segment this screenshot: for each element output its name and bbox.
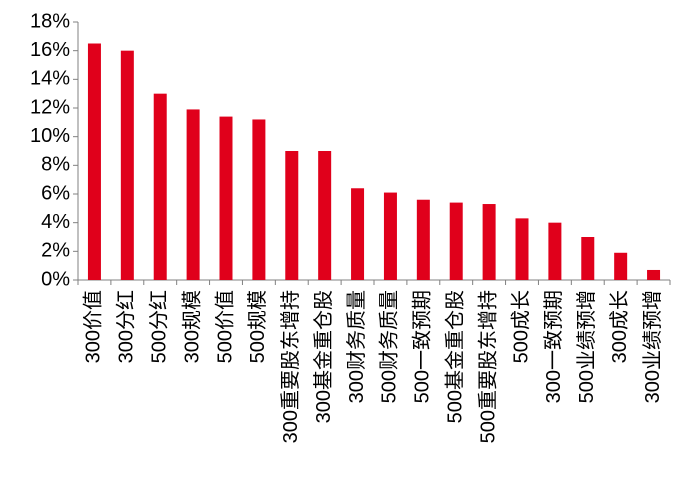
x-tick-label: 300财务质量 <box>345 290 368 403</box>
x-tick-label: 300一致预期 <box>542 290 565 403</box>
bar <box>87 43 101 280</box>
x-tick-label: 500规模 <box>246 290 269 363</box>
y-tick-label: 4% <box>41 211 70 233</box>
y-tick-label: 8% <box>41 154 70 176</box>
x-tick-label: 500价值 <box>213 290 236 363</box>
bar <box>318 151 332 280</box>
bar <box>252 119 266 280</box>
y-tick-label: 18% <box>30 10 70 32</box>
bar <box>614 252 628 280</box>
bar <box>383 192 397 280</box>
bar <box>449 202 463 280</box>
x-tick-label: 500分红 <box>148 290 171 363</box>
y-tick-label: 12% <box>30 96 70 118</box>
bar <box>120 50 134 280</box>
bar <box>285 151 299 280</box>
x-tick-label: 300价值 <box>82 290 105 363</box>
x-tick-label: 500成长 <box>509 290 532 363</box>
x-tick-label: 300重要股东增持 <box>279 290 302 443</box>
y-tick-label: 10% <box>30 125 70 147</box>
x-tick-label: 300分红 <box>115 290 138 363</box>
bar <box>647 269 661 280</box>
bar <box>219 116 233 280</box>
y-tick-label: 16% <box>30 39 70 61</box>
bar <box>515 218 529 280</box>
x-tick-label: 500一致预期 <box>411 290 434 403</box>
bar <box>548 222 562 280</box>
y-tick-label: 6% <box>41 182 70 204</box>
bar <box>581 237 595 280</box>
bar <box>186 109 200 280</box>
bar <box>416 199 430 280</box>
x-tick-label: 300业绩预增 <box>641 290 664 403</box>
y-tick-label: 2% <box>41 240 70 262</box>
x-tick-label: 300规模 <box>180 290 203 363</box>
bar <box>153 93 167 281</box>
x-tick-label: 500业绩预增 <box>575 290 598 403</box>
bar <box>351 188 365 280</box>
x-tick-label: 500基金重仓股 <box>444 290 467 423</box>
y-tick-label: 14% <box>30 68 70 90</box>
x-tick-label: 500重要股东增持 <box>476 290 499 443</box>
bar <box>482 204 496 280</box>
x-tick-label: 300成长 <box>608 290 631 363</box>
x-tick-label: 300基金重仓股 <box>312 290 335 423</box>
x-tick-label: 500财务质量 <box>378 290 401 403</box>
y-tick-label: 0% <box>41 268 70 290</box>
